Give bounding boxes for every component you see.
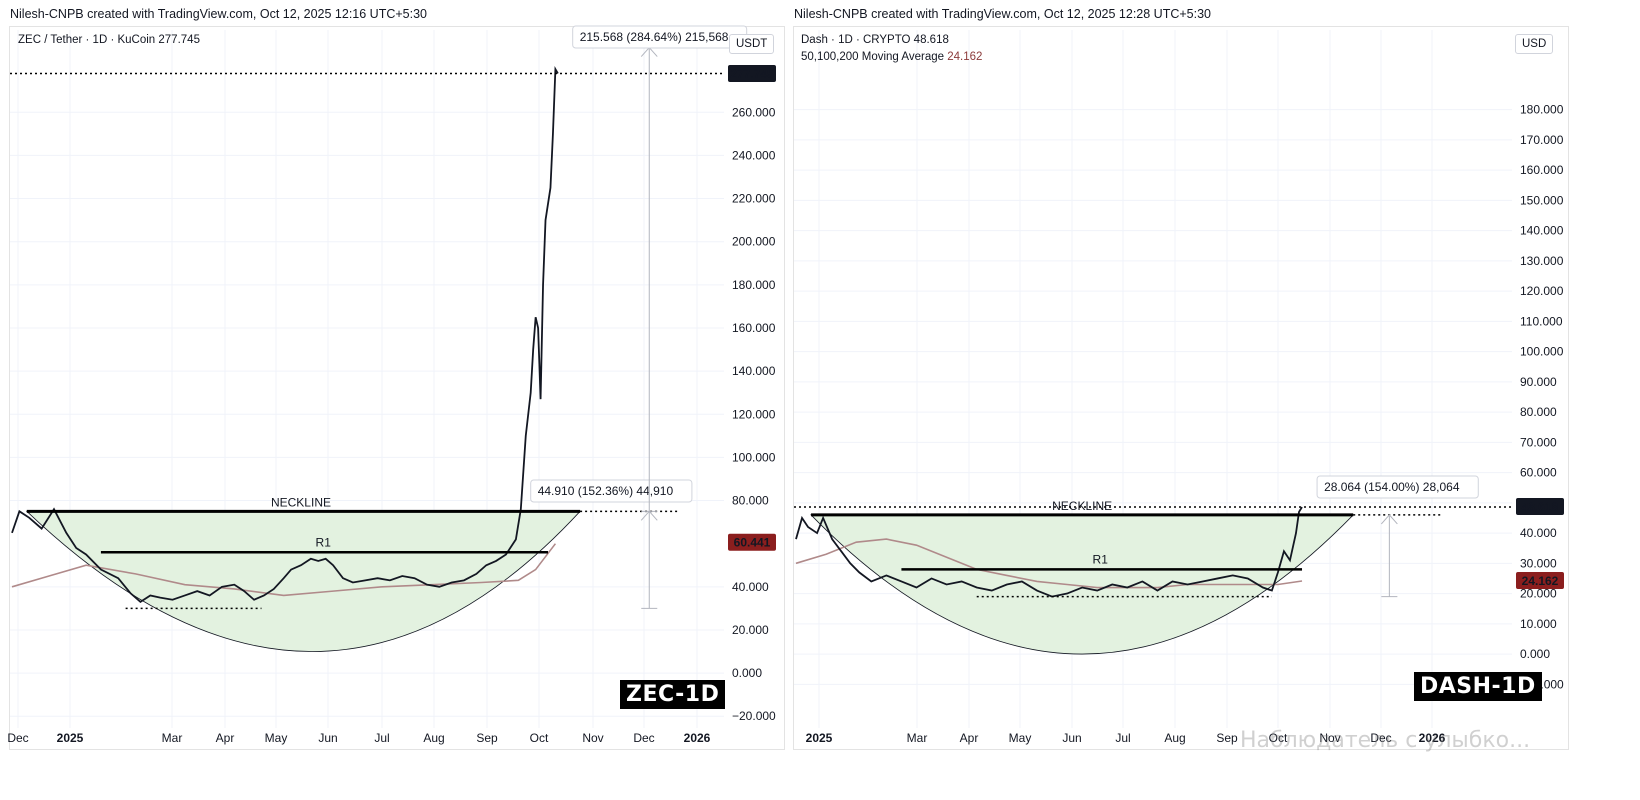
y-axis-tick: 80.000	[1520, 405, 1557, 419]
x-axis-tick: Jun	[1062, 731, 1081, 745]
x-axis-tick: Aug	[423, 731, 444, 745]
y-axis-tick: 120.000	[1520, 284, 1564, 298]
y-axis-tick: 30.000	[1520, 556, 1557, 570]
last-price-tag-bg	[1516, 498, 1564, 515]
y-axis-tick: 40.000	[1520, 526, 1557, 540]
ma-legend-value: 24.162	[947, 51, 983, 63]
measure-label: 44.910 (152.36%) 44,910	[538, 484, 674, 498]
y-axis-tick: 170.000	[1520, 133, 1564, 147]
y-axis-tick: −20.000	[732, 709, 776, 723]
x-axis-tick: 2025	[806, 731, 833, 745]
x-axis-tick: Jul	[1115, 731, 1130, 745]
y-axis-tick: 100.000	[1520, 345, 1564, 359]
price-line	[11, 65, 559, 604]
x-axis-tick: Jun	[318, 731, 337, 745]
dash-chart-panel: Nilesh-CNPB created with TradingView.com…	[788, 0, 1640, 800]
y-axis-tick: 260.000	[732, 105, 776, 119]
y-axis-tick: 10.000	[1520, 617, 1557, 631]
symbol-info[interactable]: Dash · 1D · CRYPTO 48.618	[801, 34, 949, 46]
x-axis-tick: Dec	[633, 731, 654, 745]
y-axis-tick: 0.000	[732, 666, 762, 680]
moving-average-line	[11, 543, 557, 597]
x-axis-tick: Dec	[7, 731, 28, 745]
x-axis-tick: Aug	[1164, 731, 1185, 745]
x-axis-tick: Jul	[374, 731, 389, 745]
y-axis-tick: 140.000	[732, 364, 776, 378]
y-axis-tick: 140.000	[1520, 224, 1564, 238]
ma-legend-label: 50,100,200 Moving Average	[801, 51, 945, 63]
x-axis-tick: Sep	[476, 731, 498, 745]
x-axis-tick: 2026	[1419, 731, 1446, 745]
measure-label-box	[530, 479, 693, 503]
channel-watermark: Наблюдатель с улыбко...	[1240, 728, 1531, 753]
x-axis-tick: Nov	[582, 731, 603, 745]
currency-button[interactable]: USDT	[729, 34, 775, 54]
ma-price-tag-bg	[1516, 571, 1564, 589]
y-axis-tick: 0.000	[1520, 647, 1550, 661]
y-axis-tick: 150.000	[1520, 193, 1564, 207]
y-axis-tick: 180.000	[1520, 103, 1564, 117]
y-axis-tick: 160.000	[732, 321, 776, 335]
y-axis-tick: 20.000	[1520, 587, 1557, 601]
r1-label: R1	[1093, 552, 1109, 566]
y-axis-tick: 130.000	[1520, 254, 1564, 268]
y-axis-tick: 60.000	[1520, 466, 1557, 480]
cup-pattern-area	[25, 510, 582, 652]
last-price-tag: 48.618	[1522, 500, 1559, 514]
measure-label: 28.064 (154.00%) 28,064	[1324, 480, 1460, 494]
currency-button[interactable]: USD	[1515, 34, 1554, 54]
y-axis-tick: 200.000	[732, 235, 776, 249]
zec-chart-svg[interactable]: NECKLINE R1 44.910 (152.36%) 44,910 215.568…	[0, 0, 788, 800]
y-axis-tick: 100.000	[732, 450, 776, 464]
symbol-info[interactable]: ZEC / Tether · 1D · KuCoin 277.745	[18, 34, 200, 46]
y-axis-tick: 220.000	[732, 192, 776, 206]
x-axis-tick: Oct	[530, 731, 549, 745]
measure-label-box	[1316, 475, 1479, 499]
chart-credit: Nilesh-CNPB created with TradingView.com…	[794, 7, 1211, 21]
chart-credit: Nilesh-CNPB created with TradingView.com…	[10, 7, 427, 21]
y-axis-tick: 120.000	[732, 407, 776, 421]
y-axis-tick: 180.000	[732, 278, 776, 292]
zec-chart-panel: Nilesh-CNPB created with TradingView.com…	[0, 0, 788, 800]
y-axis-tick: 20.000	[732, 623, 769, 637]
x-axis-tick: May	[265, 731, 288, 745]
measure-arrowhead	[1380, 514, 1398, 525]
ma-legend[interactable]: 50,100,200 Moving Average 24.162	[801, 51, 982, 63]
measure-label: 215.568 (284.64%) 215,568	[580, 30, 729, 44]
x-axis-tick: Mar	[907, 731, 928, 745]
x-axis-tick: Mar	[162, 731, 183, 745]
x-axis-tick: May	[1009, 731, 1032, 745]
x-axis-tick: Oct	[1269, 731, 1288, 745]
y-axis-tick: 70.000	[1520, 435, 1557, 449]
neckline-label: NECKLINE	[1052, 499, 1112, 513]
y-axis-tick: 110.000	[1520, 314, 1563, 328]
x-axis-tick: Nov	[1319, 731, 1340, 745]
ma-price-tag: 60.441	[734, 536, 771, 550]
dash-chart-svg[interactable]: NECKLINE R1 28.064 (154.00%) 28,064 180.000…	[788, 0, 1640, 800]
x-axis-tick: 2026	[684, 731, 711, 745]
last-price-tag-bg	[728, 65, 776, 82]
x-axis-tick: Sep	[1216, 731, 1238, 745]
r1-label: R1	[316, 535, 332, 549]
ma-price-tag-bg	[728, 533, 776, 551]
y-axis-tick: 240.000	[732, 148, 776, 162]
moving-average-line	[795, 538, 1303, 589]
last-price-tag: 277.745	[730, 67, 774, 81]
y-axis-tick: 80.000	[732, 494, 769, 508]
x-axis-tick: 2025	[57, 731, 84, 745]
neckline-label: NECKLINE	[271, 495, 331, 509]
chart-watermark: ZEC-1D	[620, 680, 726, 709]
x-axis-tick: Apr	[216, 731, 235, 745]
y-axis-tick: 90.000	[1520, 375, 1557, 389]
y-axis-tick: 160.000	[1520, 163, 1564, 177]
chart-watermark: DASH-1D	[1414, 672, 1542, 701]
y-axis-tick: 40.000	[732, 580, 769, 594]
x-axis-tick: Dec	[1370, 731, 1391, 745]
ma-price-tag: 24.162	[1522, 574, 1559, 588]
x-axis-tick: Apr	[960, 731, 979, 745]
